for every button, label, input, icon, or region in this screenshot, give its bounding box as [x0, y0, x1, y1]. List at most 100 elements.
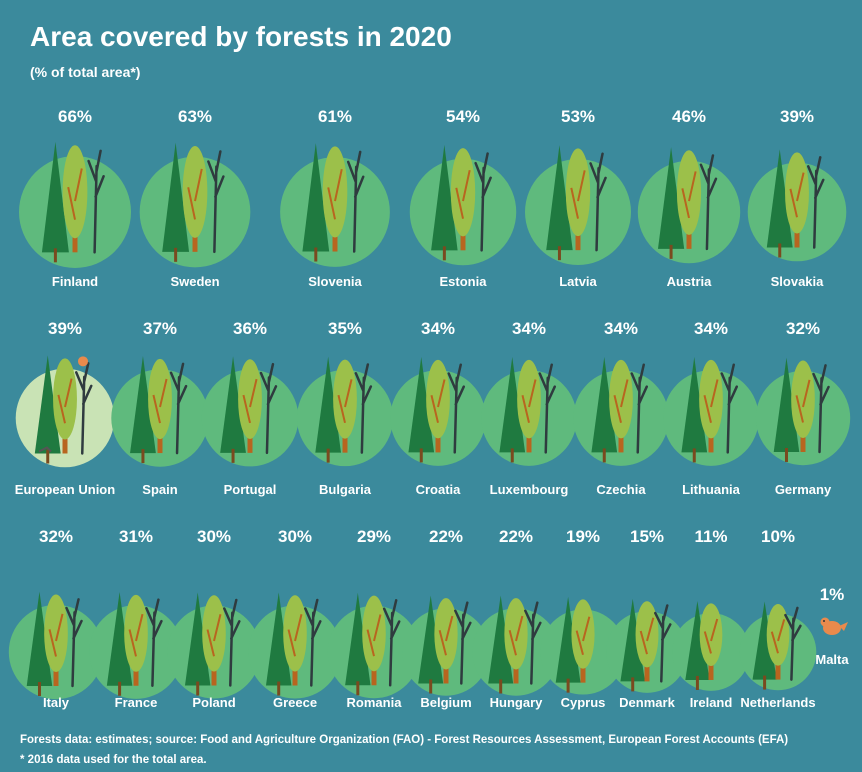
bare-tree — [812, 364, 830, 454]
category-label: Germany — [775, 482, 832, 497]
conifer-tree — [685, 600, 710, 680]
country-item: 30% Poland — [167, 527, 261, 710]
bare-tree — [784, 606, 802, 681]
deciduous-crown — [699, 603, 723, 666]
deciduous-branches — [287, 614, 303, 657]
bare-tree — [207, 150, 225, 254]
conifer-trunk — [419, 448, 423, 463]
deciduous-crown — [44, 594, 68, 672]
conifer-trunk — [692, 448, 696, 463]
conifer-tree — [555, 596, 581, 683]
value-label: 34% — [512, 319, 546, 338]
bare-tree — [654, 604, 672, 683]
conifer-tree — [546, 145, 573, 251]
country-item: 22% Belgium — [402, 527, 490, 710]
value-label: 39% — [780, 107, 814, 126]
conifer-tree — [681, 356, 708, 453]
bare-tree — [589, 152, 607, 252]
value-label: 54% — [446, 107, 480, 126]
country-item: 63% Sweden — [139, 107, 251, 289]
deciduous-crown — [202, 595, 226, 672]
conifer-trunk — [326, 448, 330, 463]
conifer-tree — [184, 592, 211, 686]
country-item: 32% Germany — [755, 319, 851, 497]
bare-tree — [807, 156, 825, 249]
bare-tree — [720, 363, 738, 454]
small-bird-icon — [38, 446, 52, 453]
bird-eye — [823, 620, 825, 622]
category-label: Latvia — [559, 274, 597, 289]
category-label: Denmark — [619, 695, 675, 710]
value-label: 22% — [499, 527, 533, 546]
category-label: Cyprus — [561, 695, 606, 710]
bare-tree — [454, 601, 472, 685]
conifer-trunk — [566, 678, 570, 693]
value-label: 66% — [58, 107, 92, 126]
conifer-trunk — [231, 448, 235, 463]
conifer-trunk — [37, 681, 41, 696]
deciduous-branches — [575, 616, 591, 656]
deciduous-crown — [53, 358, 77, 440]
value-label: 10% — [761, 527, 795, 546]
value-label: 31% — [119, 527, 153, 546]
bare-tree — [87, 149, 105, 254]
deciduous-branches — [366, 614, 382, 657]
deciduous-crown — [182, 145, 208, 238]
deciduous-branches — [187, 168, 203, 220]
deciduous-branches — [681, 171, 697, 219]
category-label: Austria — [667, 274, 713, 289]
bare-tree — [223, 598, 241, 687]
conifer-tree — [591, 356, 618, 453]
deciduous-crown — [571, 599, 595, 669]
country-item: 37% Spain — [111, 319, 209, 497]
category-label: Sweden — [170, 274, 219, 289]
conifer-trunk — [669, 244, 673, 259]
conifer-tree — [657, 147, 685, 249]
country-item: 34% Luxembourg — [481, 319, 577, 497]
conifer-tree — [766, 149, 793, 248]
conifer-trunk — [763, 675, 767, 690]
bird-head — [820, 617, 830, 627]
country-item: 53% Latvia — [525, 107, 631, 289]
country-item: 54% Estonia — [409, 107, 517, 289]
value-label: 34% — [421, 319, 455, 338]
country-item: 35% Bulgaria — [296, 319, 394, 497]
conifer-trunk — [602, 448, 606, 463]
deciduous-crown — [362, 595, 386, 672]
country-item: 22% Hungary — [472, 527, 560, 710]
value-label: 1% — [820, 585, 845, 604]
country-item: 34% Lithuania — [663, 319, 759, 497]
category-label: European Union — [15, 482, 115, 497]
category-label: Ireland — [690, 695, 733, 710]
country-items: 66% Finland 63% Sweden 61% Slovenia 54% Estonia… — [8, 107, 851, 710]
country-item: 11% Ireland — [672, 527, 750, 710]
bare-tree — [630, 363, 648, 454]
conifer-trunk — [53, 248, 57, 263]
category-label: Luxembourg — [490, 482, 569, 497]
deciduous-branches — [430, 379, 446, 423]
deciduous-branches — [57, 378, 73, 424]
bird-tail — [839, 622, 848, 631]
conifer-trunk — [778, 243, 782, 258]
conifer-tree — [26, 591, 53, 686]
deciduous-crown — [791, 360, 815, 438]
deciduous-branches — [152, 378, 168, 424]
conifer-tree — [265, 592, 292, 686]
value-label: 53% — [561, 107, 595, 126]
conifer-tree — [220, 356, 246, 453]
value-label: 34% — [604, 319, 638, 338]
category-label: Lithuania — [682, 482, 741, 497]
deciduous-branches — [508, 615, 524, 656]
value-label: 39% — [48, 319, 82, 338]
deciduous-crown — [517, 359, 541, 439]
conifer-trunk — [196, 681, 200, 696]
country-item: 10% Netherlands — [739, 527, 817, 710]
conifer-tree — [302, 143, 330, 252]
value-label: 34% — [694, 319, 728, 338]
category-label: Bulgaria — [319, 482, 372, 497]
conifer-tree — [488, 595, 514, 684]
country-item: 34% Croatia — [390, 319, 486, 497]
conifer-tree — [752, 601, 777, 680]
country-item: 19% Cyprus — [540, 527, 626, 710]
country-item: 46% Austria — [637, 107, 741, 289]
